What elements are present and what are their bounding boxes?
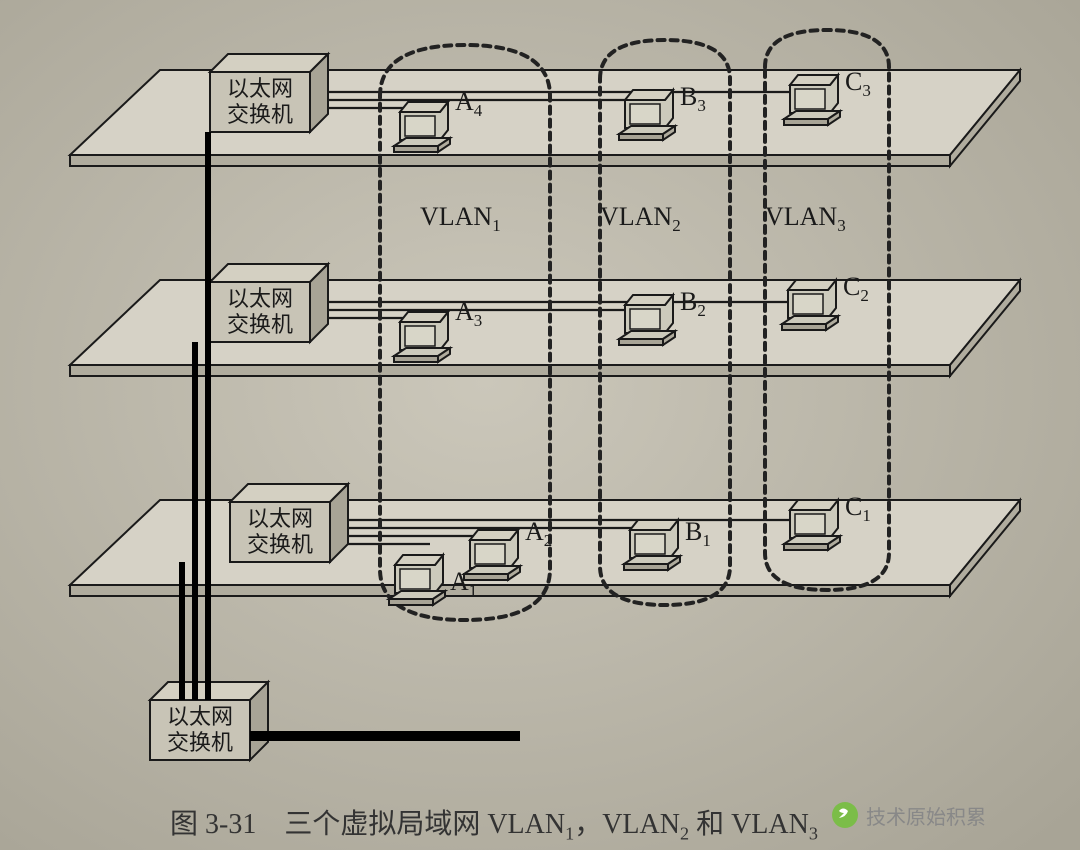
svg-text:以太网: 以太网 [227,76,293,101]
svg-text:以太网: 以太网 [247,506,313,531]
vlan-diagram: 以太网交换机以太网交换机以太网交换机以太网交换机A4B3C3A3B2C2A1A2… [0,0,1080,850]
svg-text:以太网: 以太网 [167,704,233,729]
watermark: 技术原始积累 [830,800,986,830]
vlan-label: VLAN2 [600,202,681,235]
vlan-label: VLAN3 [765,202,846,235]
vlan-label: VLAN1 [420,202,501,235]
watermark-text: 技术原始积累 [866,801,986,830]
figure-caption: 图 3-31 三个虚拟局域网 VLAN1，VLAN2 和 VLAN3 [170,802,818,845]
svg-text:交换机: 交换机 [227,312,293,337]
svg-text:交换机: 交换机 [227,102,293,127]
svg-text:交换机: 交换机 [167,730,233,755]
svg-text:交换机: 交换机 [247,532,313,557]
svg-text:以太网: 以太网 [227,286,293,311]
